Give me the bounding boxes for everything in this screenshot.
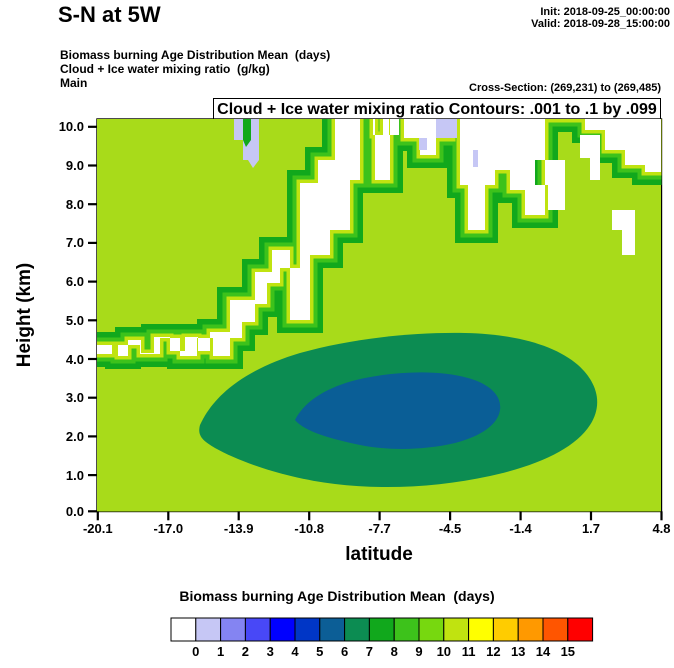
svg-text:Height (km): Height (km) <box>14 263 35 368</box>
svg-text:2: 2 <box>242 644 249 659</box>
svg-text:4.8: 4.8 <box>652 521 670 536</box>
svg-text:1.0: 1.0 <box>66 468 84 483</box>
svg-text:7: 7 <box>366 644 373 659</box>
svg-text:2.0: 2.0 <box>66 429 84 444</box>
svg-text:14: 14 <box>536 644 551 659</box>
svg-text:10.0: 10.0 <box>59 119 84 134</box>
svg-text:-20.1: -20.1 <box>83 521 113 536</box>
svg-text:latitude: latitude <box>345 544 413 565</box>
svg-text:5: 5 <box>316 644 323 659</box>
svg-text:10: 10 <box>437 644 451 659</box>
svg-text:12: 12 <box>486 644 500 659</box>
svg-text:-17.0: -17.0 <box>153 521 183 536</box>
svg-text:3: 3 <box>267 644 274 659</box>
svg-text:7.0: 7.0 <box>66 235 84 250</box>
svg-text:9.0: 9.0 <box>66 158 84 173</box>
svg-text:9: 9 <box>415 644 422 659</box>
svg-text:1: 1 <box>217 644 224 659</box>
svg-text:13: 13 <box>511 644 525 659</box>
svg-text:-10.8: -10.8 <box>294 521 324 536</box>
svg-text:4: 4 <box>291 644 299 659</box>
svg-text:-13.9: -13.9 <box>224 521 254 536</box>
svg-text:Biomass burning Age Distributi: Biomass burning Age Distribution Mean (d… <box>179 588 494 604</box>
svg-text:11: 11 <box>462 644 476 659</box>
svg-text:-7.7: -7.7 <box>368 521 390 536</box>
svg-text:-4.5: -4.5 <box>439 521 461 536</box>
svg-text:1.7: 1.7 <box>582 521 600 536</box>
svg-text:6.0: 6.0 <box>66 274 84 289</box>
svg-text:6: 6 <box>341 644 348 659</box>
svg-text:3.0: 3.0 <box>66 390 84 405</box>
svg-text:15: 15 <box>561 644 575 659</box>
svg-text:8: 8 <box>391 644 398 659</box>
svg-text:-1.4: -1.4 <box>509 521 532 536</box>
svg-text:0.0: 0.0 <box>66 504 84 519</box>
svg-text:4.0: 4.0 <box>66 352 84 367</box>
svg-text:8.0: 8.0 <box>66 197 84 212</box>
svg-text:5.0: 5.0 <box>66 313 84 328</box>
svg-text:0: 0 <box>192 644 199 659</box>
